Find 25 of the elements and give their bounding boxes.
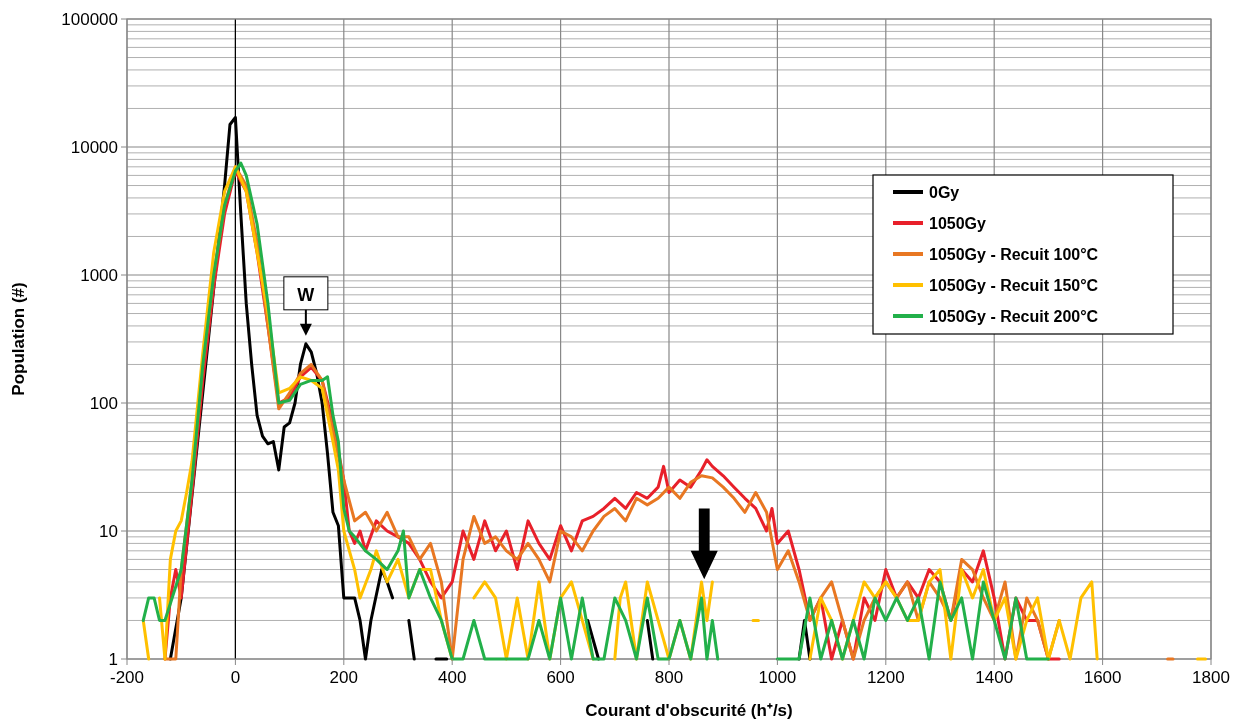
legend-label: 1050Gy - Recuit 200°C [929,308,1099,325]
x-tick-label: 800 [654,668,684,687]
annotation: W [297,284,315,305]
y-tick-label: 10000 [70,138,118,157]
x-tick-label: 1000 [758,668,797,687]
legend-label: 1050Gy [929,215,987,232]
y-tick-label: 1 [108,650,118,669]
y-tick-label: 100 [89,394,118,413]
x-tick-label: 1600 [1083,668,1122,687]
legend-label: 1050Gy - Recuit 150°C [929,277,1099,294]
x-tick-label: 1800 [1192,668,1230,687]
x-tick-label: 0 [230,668,241,687]
x-tick-label: -200 [109,668,145,687]
y-tick-label: 100000 [61,10,118,29]
legend-label: 1050Gy - Recuit 100°C [929,246,1099,263]
x-tick-label: 1400 [975,668,1014,687]
x-axis-title: Courant d'obscurité (h⁺/s) [585,701,793,720]
y-tick-label: 10 [99,522,118,541]
x-tick-label: 400 [438,668,467,687]
y-tick-label: 1000 [80,266,118,285]
legend-label: 0Gy [929,184,960,201]
x-tick-label: 1200 [866,668,905,687]
x-tick-label: 200 [329,668,358,687]
x-tick-label: 600 [546,668,575,687]
y-axis-title: Population (#) [9,282,28,396]
